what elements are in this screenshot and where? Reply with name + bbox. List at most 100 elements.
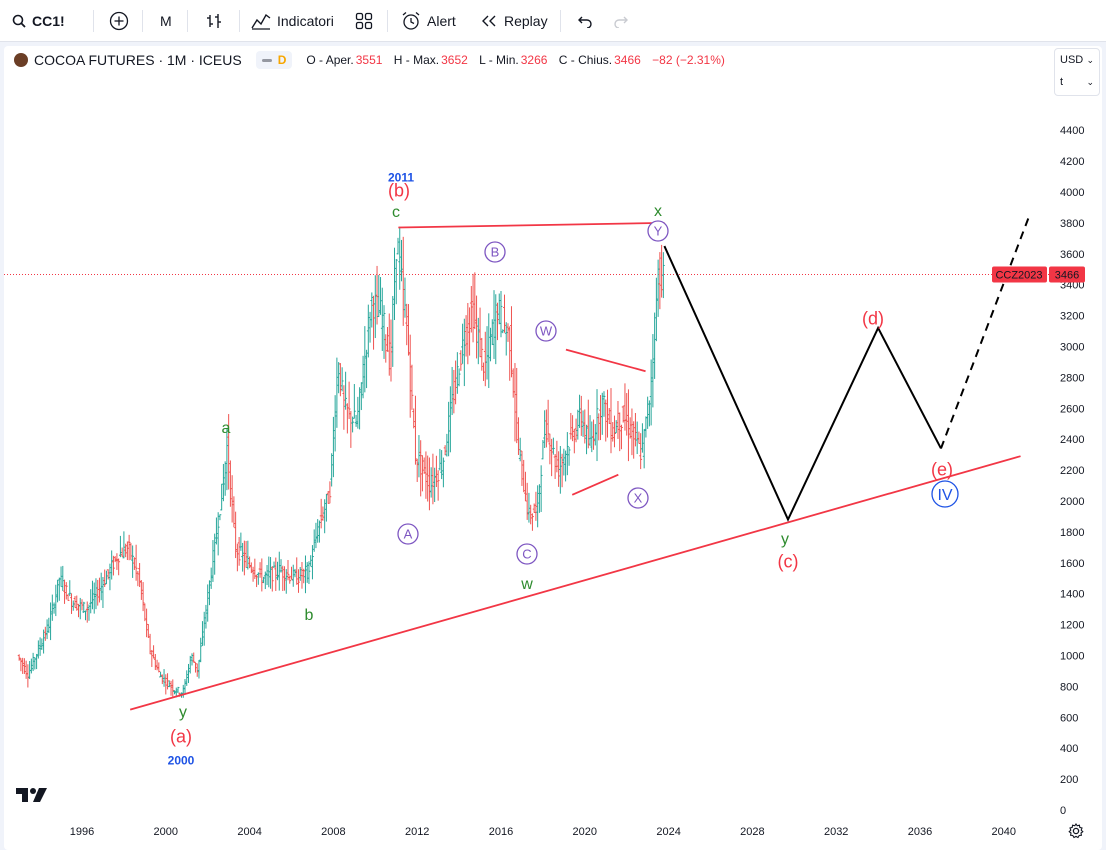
ohlc-bar <box>450 366 454 416</box>
ohlc-bar <box>661 252 665 299</box>
ohlc-bar <box>255 574 258 588</box>
price-tick-label: 3600 <box>1060 249 1084 261</box>
price-tick-label: 2400 <box>1060 434 1084 446</box>
ohlc-bar <box>35 653 39 670</box>
ohlc-bar <box>658 252 662 310</box>
ohlc-bar <box>541 439 545 460</box>
ohlc-bar <box>597 413 601 441</box>
close-label: C - Chius. <box>558 53 613 67</box>
ohlc-bar <box>548 433 552 465</box>
ohlc-bar <box>567 446 571 466</box>
ohlc-bar <box>641 423 644 453</box>
ohlc-bar <box>510 306 513 378</box>
ohlc-bar <box>368 311 372 343</box>
open-value: 3551 <box>355 53 383 67</box>
ohlc-bar <box>578 394 581 428</box>
ohlc-bar <box>124 543 128 558</box>
ohlc-bar <box>201 621 204 646</box>
alarm-clock-icon <box>401 11 421 31</box>
ohlc-bar <box>246 540 250 570</box>
templates-button[interactable] <box>355 0 373 42</box>
chart-legend: COCOA FUTURES · 1M · ICEUS D O - Aper. 35… <box>14 50 733 70</box>
ohlc-bar <box>468 307 471 356</box>
bar-style-button[interactable] <box>205 0 223 42</box>
ohlc-bar <box>225 427 229 491</box>
legend-title[interactable]: COCOA FUTURES · 1M · ICEUS <box>34 52 242 68</box>
ohlc-bar <box>17 654 21 661</box>
data-status-pill[interactable]: D <box>255 51 293 69</box>
ohlc-bar <box>302 568 306 584</box>
bar-style-icon <box>205 12 223 30</box>
ohlc-bar <box>551 437 555 455</box>
top-toolbar: CC1! M Indicatori Alert R <box>0 0 1106 42</box>
ohlc-bar <box>583 409 587 444</box>
toolbar-divider <box>387 10 388 32</box>
ohlc-bar <box>136 570 140 587</box>
ohlc-bar <box>518 437 522 462</box>
wave-label-w: w <box>520 576 533 593</box>
ohlc-bar <box>496 302 499 341</box>
symbol-tag-text: CCZ2023 <box>995 270 1042 282</box>
ohlc-bar <box>632 421 636 459</box>
ohlc-bar <box>527 492 531 523</box>
price-tick-label: 1800 <box>1060 527 1084 539</box>
ohlc-bar <box>141 582 145 612</box>
ohlc-bar <box>644 416 648 438</box>
minus-icon <box>261 58 272 62</box>
replay-button[interactable]: Replay <box>480 0 548 42</box>
price-tick-label: 1600 <box>1060 558 1084 570</box>
ohlc-bar <box>228 460 232 507</box>
ohlc-bar <box>611 422 615 442</box>
ohlc-bar <box>77 603 80 618</box>
ohlc-bar <box>441 457 445 488</box>
interval-button[interactable]: M <box>160 0 172 42</box>
symbol-name: CC1! <box>32 13 65 29</box>
unit-select[interactable]: t ⌄ <box>1055 71 1099 93</box>
redo-button[interactable] <box>613 0 631 42</box>
price-tick-label: 2200 <box>1060 465 1084 477</box>
ohlc-bar <box>651 334 655 408</box>
price-tick-label: 4200 <box>1060 156 1084 168</box>
time-axis[interactable]: 1996 2000 2004 2008 2012 2016 2020 2024 2028 2032… <box>70 826 1016 838</box>
ohlc-bar <box>71 600 75 611</box>
ohlc-bar <box>351 416 355 433</box>
ohlc-bar <box>443 445 447 456</box>
ohlc-bar <box>433 467 437 503</box>
ohlc-bar <box>338 363 342 397</box>
ohlc-bar <box>134 544 138 581</box>
ohlc-bar <box>50 594 54 621</box>
wave-label-B: B <box>491 245 500 260</box>
chevron-down-icon: ⌄ <box>1086 54 1094 65</box>
symbol-tag-bg <box>992 266 1047 283</box>
ohlc-bar <box>131 545 135 578</box>
ohlc-bar <box>42 629 45 654</box>
ohlc-bar <box>29 658 33 674</box>
compare-symbol-button[interactable] <box>109 0 129 42</box>
undo-icon <box>575 14 593 28</box>
low-value: 3266 <box>520 53 548 67</box>
wave-label-y: y <box>179 704 187 721</box>
indicators-button[interactable]: Indicatori <box>251 0 334 42</box>
ohlc-bar <box>377 275 381 318</box>
price-axis[interactable]: 4400420040003800360034003200300028002600… <box>1060 125 1084 817</box>
currency-select[interactable]: USD ⌄ <box>1055 49 1099 71</box>
ohlc-bar <box>105 570 108 585</box>
ohlc-bar <box>24 660 28 679</box>
price-tick-label: 4000 <box>1060 187 1084 199</box>
ohlc-bar <box>304 555 307 594</box>
tradingview-logo[interactable] <box>16 786 48 809</box>
undo-button[interactable] <box>575 0 593 42</box>
ohlc-bar <box>469 286 473 333</box>
toolbar-divider <box>560 10 561 32</box>
ohlc-bar <box>639 433 643 470</box>
ohlc-bar <box>36 640 40 659</box>
alert-button[interactable]: Alert <box>401 0 456 42</box>
chevron-down-icon: ⌄ <box>1086 76 1094 87</box>
ohlc-bar <box>410 364 414 410</box>
cocoa-symbol-icon <box>14 53 28 67</box>
ohlc-bar <box>187 663 190 684</box>
unit-value: t <box>1060 76 1064 88</box>
gear-icon[interactable] <box>1068 823 1084 844</box>
symbol-search-button[interactable]: CC1! <box>12 0 65 42</box>
